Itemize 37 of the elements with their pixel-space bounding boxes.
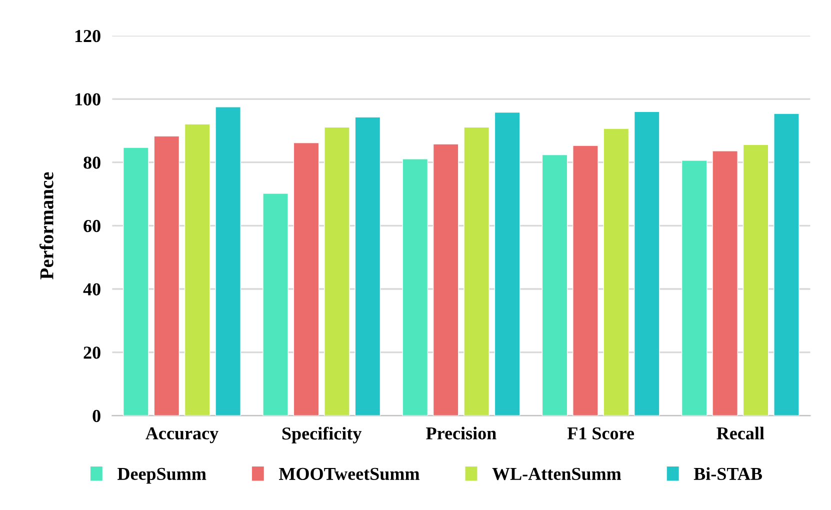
bar <box>184 124 210 416</box>
y-tick-label: 80 <box>84 156 100 169</box>
bar <box>464 126 490 416</box>
x-tick-label: Specificity <box>282 426 362 444</box>
legend-label: DeepSumm <box>118 468 206 484</box>
y-tick-label: 0 <box>92 410 100 422</box>
bar <box>603 128 630 416</box>
legend-label: WL-AttenSumm <box>492 468 622 480</box>
bar <box>123 147 149 416</box>
bar <box>432 144 459 416</box>
y-tick-label: 20 <box>84 346 100 359</box>
y-tick-label: 60 <box>84 220 100 232</box>
x-tick-label: Recall <box>716 426 764 440</box>
y-axis-title: Performance <box>39 172 54 280</box>
bar <box>494 112 520 416</box>
bar <box>262 193 288 416</box>
x-tick-label: F1 Score <box>567 427 634 440</box>
bar <box>542 154 568 416</box>
bar <box>402 158 428 416</box>
bar <box>354 116 381 416</box>
bar <box>154 136 180 416</box>
bar <box>215 106 241 416</box>
bar <box>681 160 708 416</box>
bar <box>774 113 800 416</box>
y-tick-label: 100 <box>75 93 100 106</box>
x-tick-label: Accuracy <box>146 427 218 444</box>
bar <box>572 145 598 416</box>
legend-label: MOOTweetSumm <box>278 468 420 480</box>
bar <box>293 142 320 416</box>
bar <box>634 111 660 416</box>
bar <box>742 144 769 416</box>
y-tick-label: 120 <box>75 30 100 42</box>
bar <box>712 150 738 416</box>
y-tick-label: 40 <box>83 283 100 296</box>
x-tick-label: Precision <box>426 426 496 440</box>
legend-label: Bi-STAB <box>694 467 762 480</box>
bar <box>324 126 350 416</box>
